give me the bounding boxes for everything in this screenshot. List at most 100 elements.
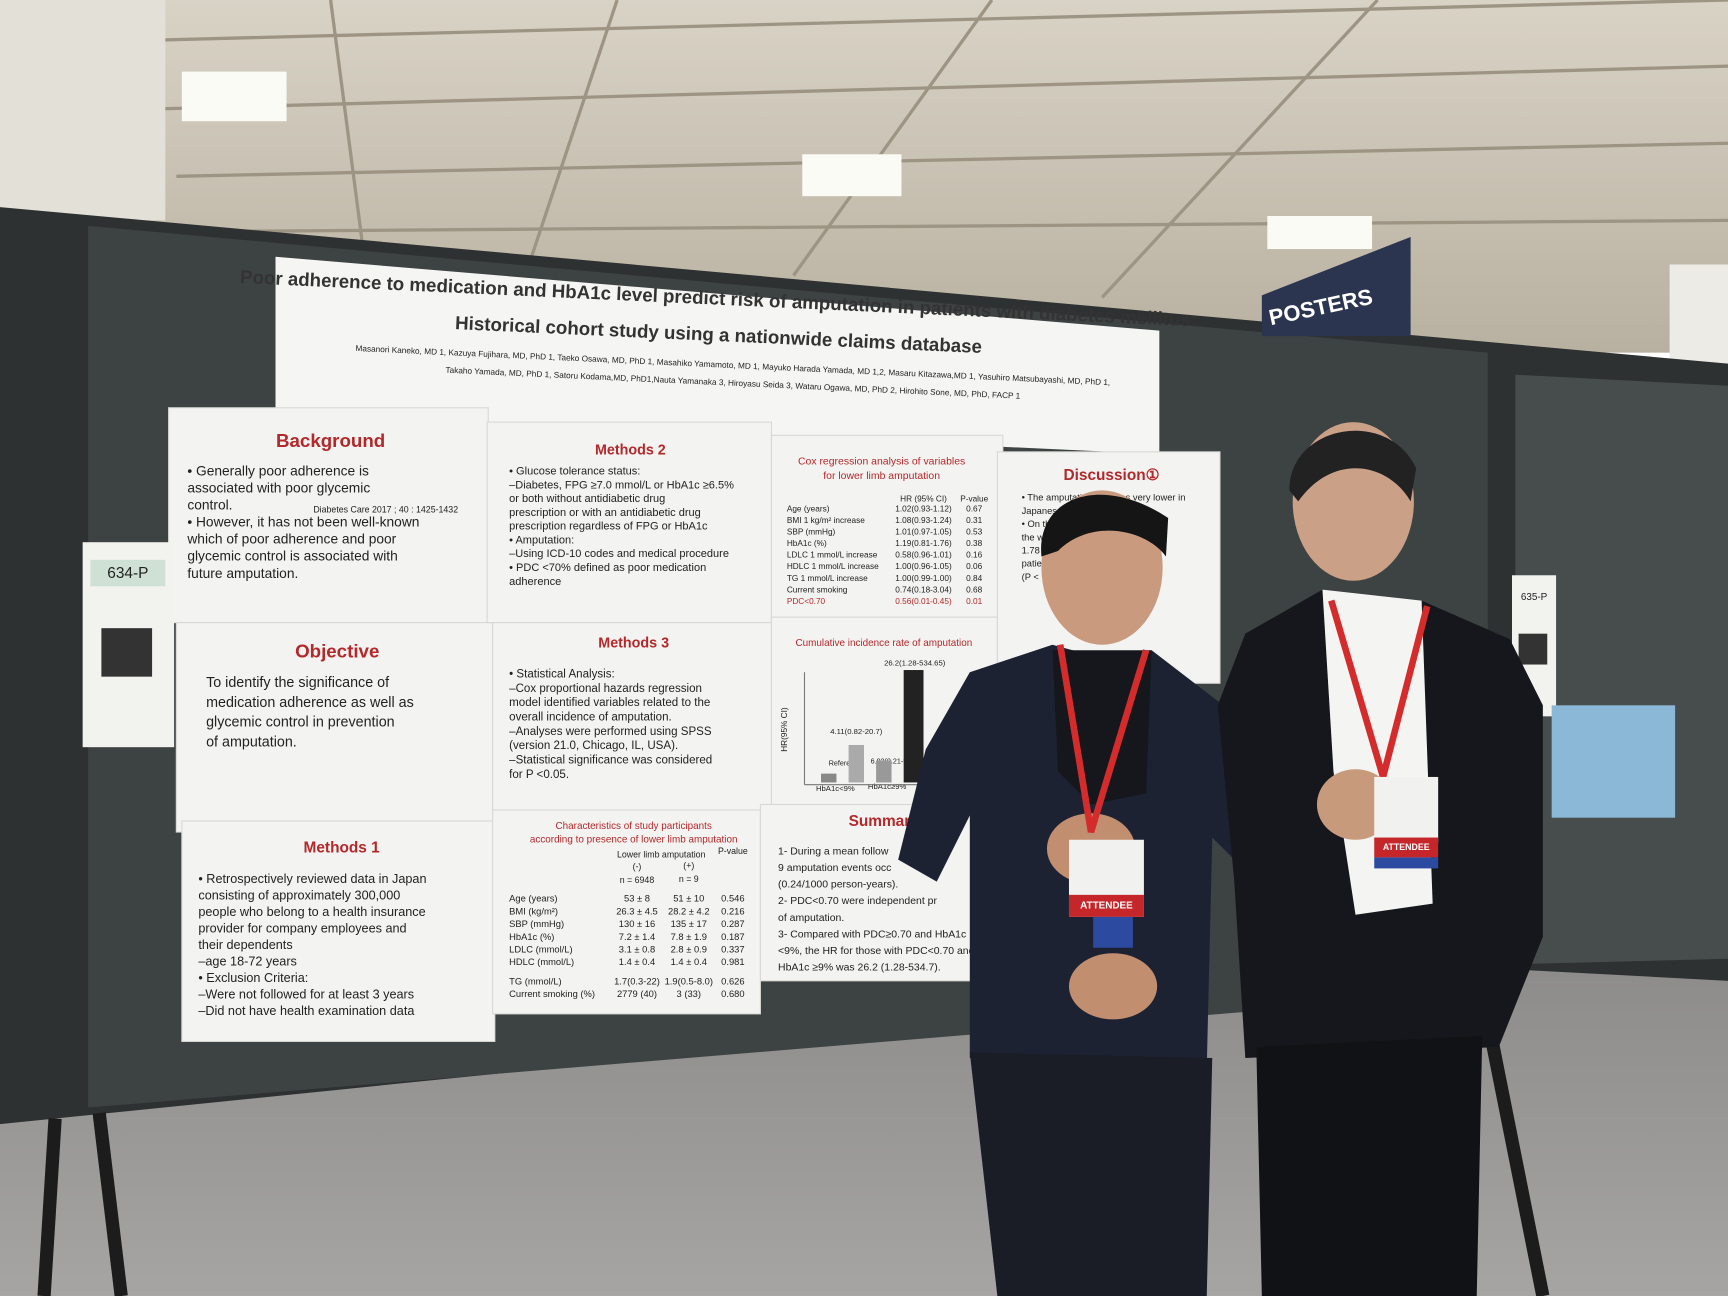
poster-text: the was: [1022, 532, 1055, 542]
table-cell: 0.287: [721, 919, 744, 929]
poster-text: prescription or with an antidiabetic dru…: [509, 507, 701, 519]
poster-text: consisting of approximately 300,000: [198, 888, 400, 902]
table-cell: 0.680: [721, 989, 744, 999]
table-title: Characteristics of study participants: [555, 821, 711, 832]
qr-code: [101, 628, 153, 677]
poster-text: their dependents: [198, 938, 292, 952]
table-title: for lower limb amputation: [823, 471, 940, 482]
table-cell: 53 ± 8: [624, 894, 650, 904]
poster-text: –Diabetes, FPG ≥7.0 mmol/L or HbA1c ≥6.5…: [509, 479, 734, 491]
poster-text: • However, it has not been well-known: [187, 515, 419, 530]
section-heading: Summary: [849, 813, 920, 830]
table-cell: 51 ± 10: [673, 894, 704, 904]
poster-text: • Generally poor adherence is: [187, 463, 369, 478]
table-cell: 1.08(0.93-1.24): [895, 516, 952, 525]
poster-text: associated with poor glycemic: [187, 480, 370, 495]
table-cell: LDLC (mmol/L): [509, 944, 572, 954]
poster-text: 1.78 anic: [1022, 545, 1060, 555]
poster-text: glycemic control is associated with: [187, 549, 397, 564]
poster-text: –Cox proportional hazards regression: [509, 683, 702, 695]
poster-header: [275, 256, 1160, 455]
poster-text: future amputation.: [187, 566, 298, 581]
chart-category: HbA1c≥9%: [868, 782, 907, 791]
poster-text: –age 18-72 years: [198, 954, 297, 968]
ceiling-light: [1267, 216, 1373, 250]
table-cell: 1.00(0.99-1.00): [895, 574, 952, 583]
table-cell: 26.3 ± 4.5: [616, 906, 658, 916]
poster-text: medication adherence as well as: [206, 695, 414, 711]
wall: [0, 0, 166, 221]
poster-text: adherence: [509, 576, 561, 588]
chart-label: Reference: [829, 760, 862, 768]
table-cell: Current smoking (%): [509, 989, 595, 999]
table-cell: 3 (33): [677, 989, 701, 999]
table-header: n = 6948: [620, 875, 655, 885]
table-header: HR (95% CI): [900, 494, 947, 503]
poster-text: –Were not followed for at least 3 years: [198, 987, 414, 1001]
table-cell: 130 ± 16: [619, 919, 655, 929]
table-cell: BMI 1 kg/m² increase: [787, 516, 865, 525]
chart-label: 6.92(0.21-9.44): [871, 757, 920, 765]
table-cell: 1.9(0.5-8.0): [665, 976, 713, 986]
poster-text: • Retrospectively reviewed data in Japan: [198, 872, 426, 886]
poster-text: –Did not have health examination data: [198, 1004, 415, 1018]
poster-text: HbA1c ≥9% was 26.2 (1.28-534.7).: [778, 962, 941, 973]
table-cell: 1.00(0.96-1.05): [895, 562, 952, 571]
table-cell: PDC<0.70: [787, 597, 826, 606]
table-cell: 1.02(0.93-1.12): [895, 504, 952, 513]
section-heading: Objective: [295, 640, 379, 661]
table-header: Lower limb amputation: [617, 850, 706, 860]
poster-text: (version 21.0, Chicago, IL, USA).: [509, 740, 678, 752]
poster-text: –Using ICD-10 codes and medical procedur…: [509, 548, 729, 560]
table-cell: SBP (mmHg): [787, 527, 836, 536]
table-header: P-value: [960, 494, 988, 503]
table-cell: 0.56(0.01-0.45): [895, 597, 952, 606]
section-heading: Discussion①: [1063, 467, 1159, 484]
sign-number-box: [90, 559, 166, 587]
chart-category: HbA1c<9%: [816, 784, 855, 793]
table-header: (+): [683, 861, 694, 871]
table-cell: 7.8 ± 1.9: [671, 932, 707, 942]
sticky-sheet: [1551, 705, 1676, 818]
chart-label: 26.2(1.28-534.65): [884, 658, 946, 667]
table-cell: 0.187: [721, 932, 744, 942]
section-heading: Methods 2: [595, 443, 666, 459]
poster-text: which of poor adherence and poor: [186, 532, 396, 547]
poster-panels: [168, 407, 1221, 1042]
table-cell: 0.626: [721, 976, 744, 986]
poster-text: To identify the significance of: [206, 675, 389, 691]
poster-text: • Amputation:: [509, 534, 574, 546]
poster-text: 1- During a mean follow: [778, 847, 889, 858]
table-cell: 0.06: [966, 562, 982, 571]
poster-text: for P <0.05.: [509, 769, 569, 781]
section-heading: Methods 1: [304, 840, 381, 857]
table-cell: 0.16: [966, 551, 982, 560]
section-heading: Methods 3: [598, 635, 669, 651]
table-cell: TG 1 mmol/L increase: [787, 574, 868, 583]
table-cell: Age (years): [509, 894, 557, 904]
poster-text: overall incidence of amputation.: [509, 711, 672, 723]
table-title: according to presence of lower limb ampu…: [530, 834, 738, 845]
table-cell: 0.58(0.96-1.01): [895, 551, 952, 560]
banner: [1261, 236, 1411, 337]
table-cell: 0.68: [966, 585, 982, 594]
table-cell: 0.53: [966, 527, 982, 536]
table-cell: 3.1 ± 0.8: [619, 944, 655, 954]
poster-text: • Statistical Analysis:: [509, 669, 615, 681]
poster-text: prescription regardless of FPG or HbA1c: [509, 521, 708, 533]
poster-text: control.: [187, 497, 232, 512]
table-cell: 0.546: [721, 894, 744, 904]
poster-text: • Exclusion Criteria:: [198, 971, 308, 985]
poster-text: of amputation.: [778, 913, 844, 924]
table-cell: 1.4 ± 0.4: [671, 957, 707, 967]
table-header: (-): [633, 862, 642, 872]
qr-code: [1518, 633, 1548, 665]
table-cell: 2.8 ± 0.9: [671, 944, 707, 954]
table-cell: 1.01(0.97-1.05): [895, 527, 952, 536]
citation: Diabetes Care 2017 ; 40 : 1425-1432: [313, 505, 458, 515]
person-left: [898, 490, 1268, 1296]
chart-label: 4.11(0.82-20.7): [830, 727, 883, 736]
poster-text: or both without antidiabetic drug: [509, 493, 665, 505]
table-header: P-value: [718, 846, 748, 856]
